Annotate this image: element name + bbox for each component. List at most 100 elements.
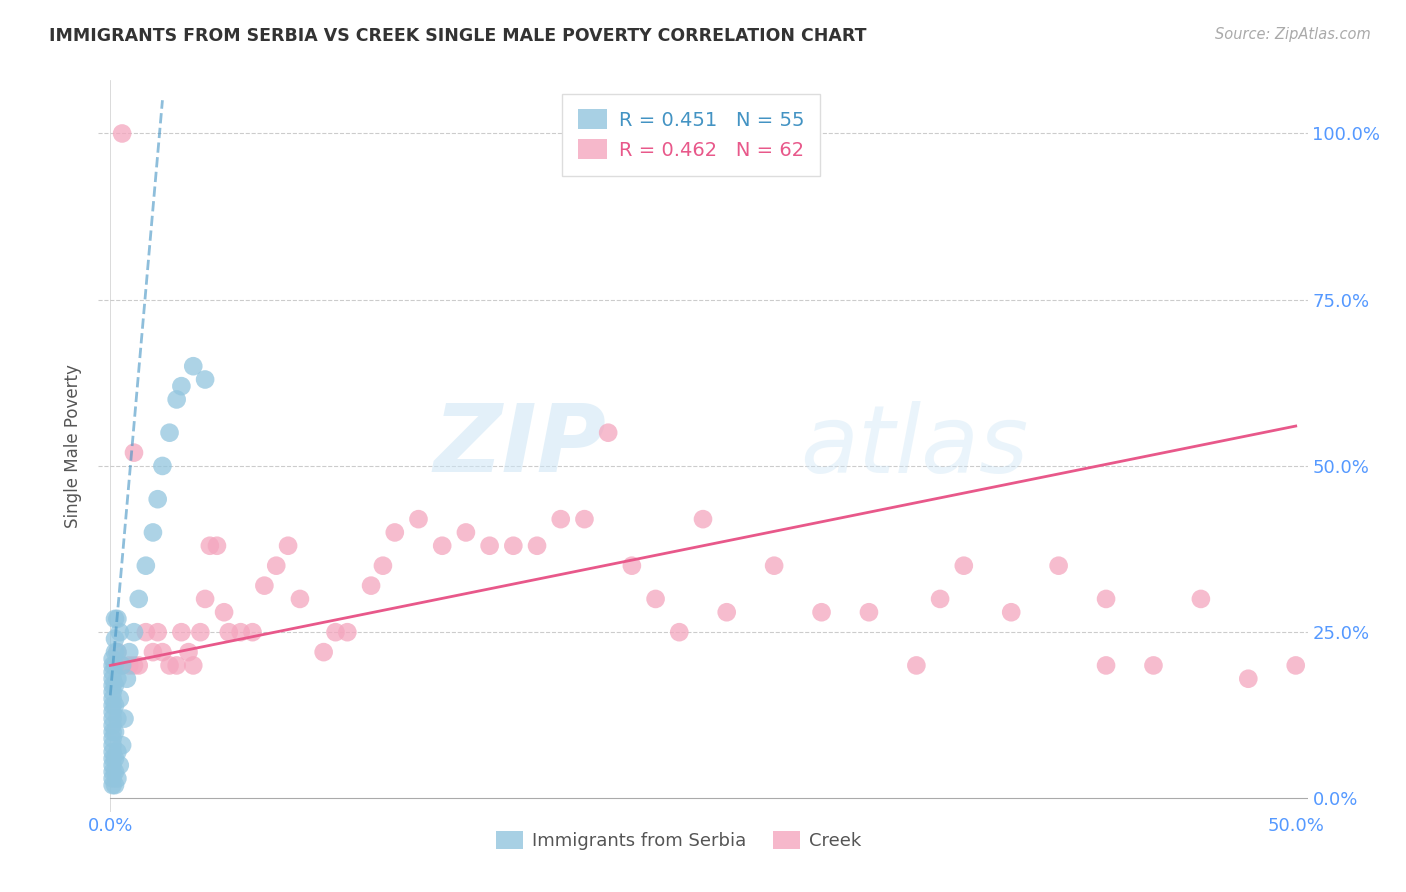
Point: [101, 665, 124, 679]
Point: [810, 605, 832, 619]
Point: [212, 605, 235, 619]
Point: [692, 512, 714, 526]
Point: [101, 678, 124, 692]
Point: [170, 379, 193, 393]
Point: [432, 539, 454, 553]
Point: [550, 512, 572, 526]
Point: [288, 591, 311, 606]
Point: [108, 625, 131, 640]
Point: [101, 718, 124, 732]
Point: [105, 712, 128, 726]
Point: [205, 539, 228, 553]
Point: [104, 751, 127, 765]
Point: [122, 445, 145, 459]
Point: [101, 705, 124, 719]
Point: [1189, 591, 1212, 606]
Point: [952, 558, 974, 573]
Point: [101, 672, 124, 686]
Point: [118, 658, 141, 673]
Point: [101, 758, 124, 772]
Point: [1142, 658, 1164, 673]
Point: [104, 632, 127, 646]
Point: [478, 539, 501, 553]
Y-axis label: Single Male Poverty: Single Male Poverty: [65, 364, 83, 528]
Point: [108, 758, 131, 772]
Point: [104, 764, 127, 779]
Point: [104, 658, 127, 673]
Point: [122, 658, 145, 673]
Point: [194, 372, 217, 386]
Point: [105, 745, 128, 759]
Point: [104, 678, 127, 692]
Point: [312, 645, 335, 659]
Point: [108, 691, 131, 706]
Point: [159, 658, 181, 673]
Point: [105, 645, 128, 659]
Point: [135, 558, 157, 573]
Point: [105, 645, 128, 659]
Point: [114, 712, 136, 726]
Point: [101, 658, 124, 673]
Point: [101, 751, 124, 765]
Point: [101, 772, 124, 786]
Point: [101, 738, 124, 752]
Point: [502, 539, 524, 553]
Point: [198, 539, 221, 553]
Point: [763, 558, 786, 573]
Point: [1095, 658, 1118, 673]
Point: [194, 591, 217, 606]
Point: [101, 698, 124, 713]
Point: [181, 359, 204, 374]
Point: [105, 672, 128, 686]
Point: [105, 772, 128, 786]
Point: [101, 731, 124, 746]
Point: [128, 591, 150, 606]
Point: [104, 698, 127, 713]
Point: [122, 625, 145, 640]
Point: [166, 392, 188, 407]
Point: [101, 745, 124, 759]
Point: [905, 658, 928, 673]
Point: [105, 612, 128, 626]
Point: [104, 645, 127, 659]
Point: [104, 725, 127, 739]
Point: [146, 625, 169, 640]
Point: [229, 625, 252, 640]
Point: [142, 525, 165, 540]
Point: [574, 512, 596, 526]
Point: [111, 127, 134, 141]
Point: [620, 558, 643, 573]
Point: [152, 645, 174, 659]
Text: ZIP: ZIP: [433, 400, 606, 492]
Point: [101, 691, 124, 706]
Point: [929, 591, 952, 606]
Point: [135, 625, 157, 640]
Point: [360, 579, 382, 593]
Point: [111, 658, 134, 673]
Point: [166, 658, 188, 673]
Point: [454, 525, 477, 540]
Point: [218, 625, 240, 640]
Point: [104, 612, 127, 626]
Point: [101, 725, 124, 739]
Point: [1000, 605, 1022, 619]
Point: [111, 738, 134, 752]
Point: [101, 685, 124, 699]
Point: [716, 605, 738, 619]
Text: IMMIGRANTS FROM SERBIA VS CREEK SINGLE MALE POVERTY CORRELATION CHART: IMMIGRANTS FROM SERBIA VS CREEK SINGLE M…: [49, 27, 866, 45]
Text: Source: ZipAtlas.com: Source: ZipAtlas.com: [1215, 27, 1371, 42]
Point: [277, 539, 299, 553]
Point: [101, 778, 124, 792]
Point: [371, 558, 394, 573]
Point: [1285, 658, 1308, 673]
Point: [325, 625, 347, 640]
Point: [264, 558, 287, 573]
Point: [644, 591, 666, 606]
Point: [1237, 672, 1260, 686]
Point: [1095, 591, 1118, 606]
Point: [142, 645, 165, 659]
Point: [101, 764, 124, 779]
Point: [104, 778, 127, 792]
Point: [253, 579, 276, 593]
Point: [115, 672, 138, 686]
